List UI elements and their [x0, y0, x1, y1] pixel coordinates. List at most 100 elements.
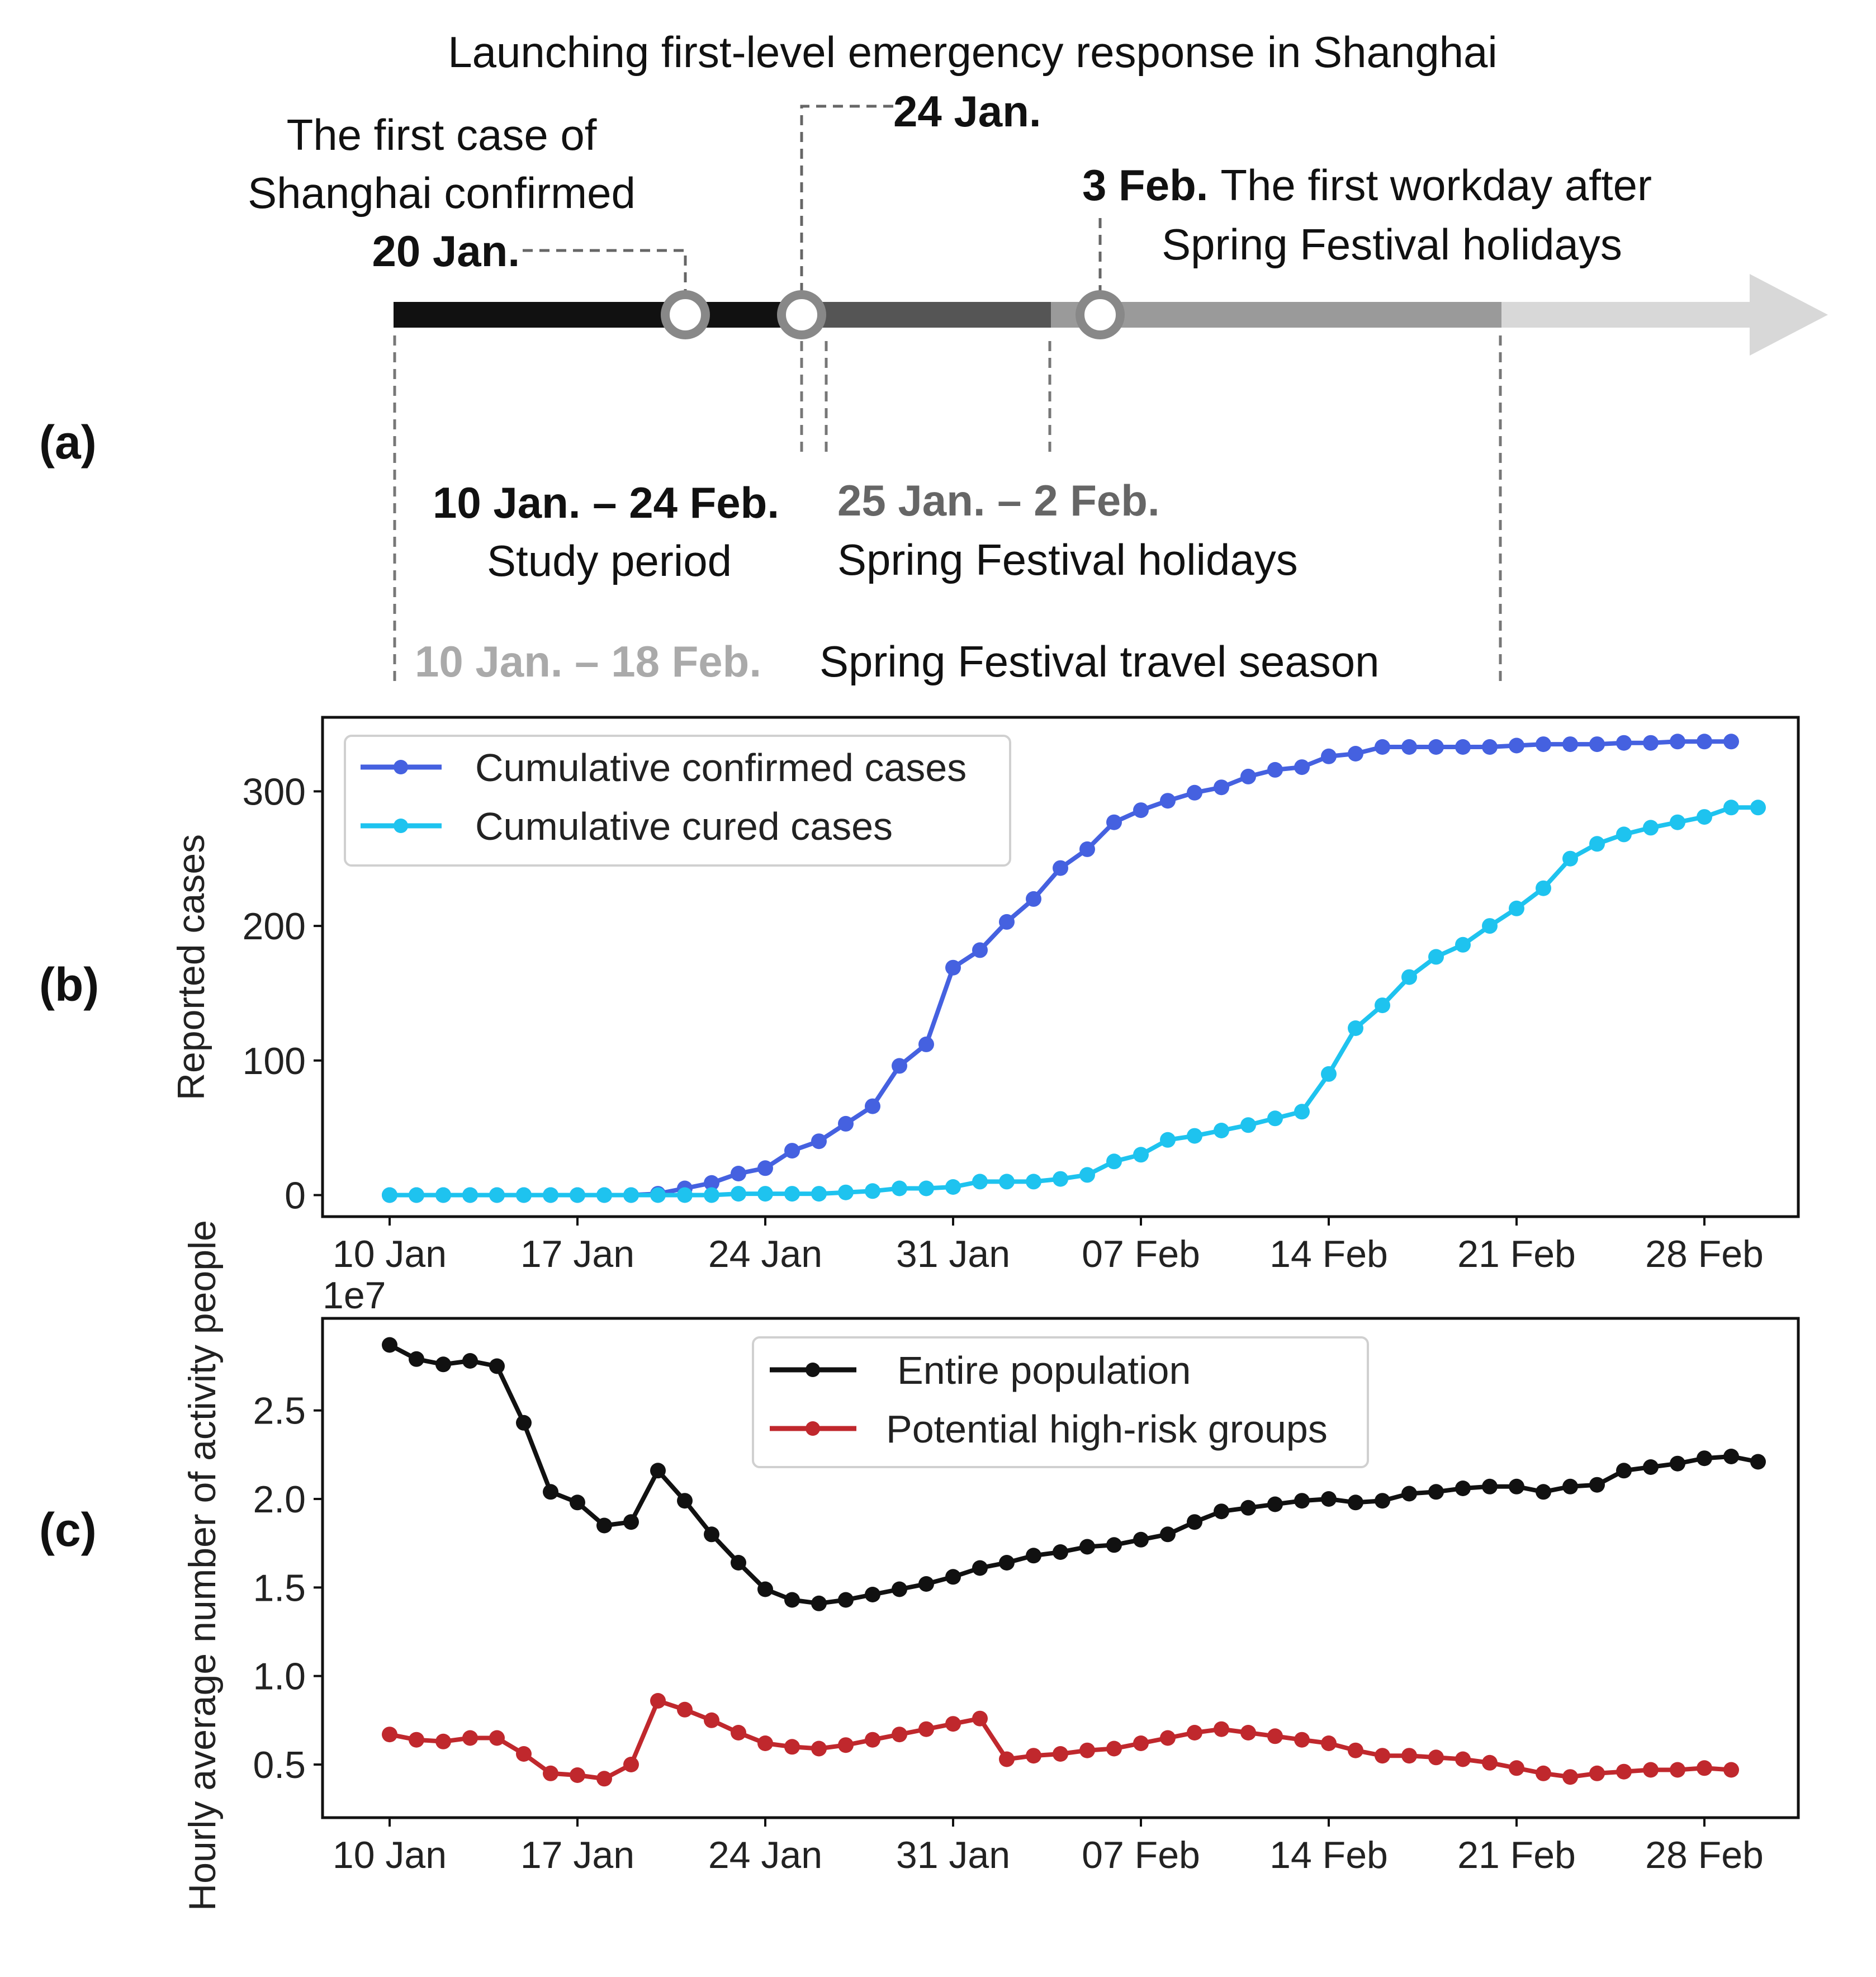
- chart-c-series-1-point: [865, 1732, 880, 1748]
- chart-c-series-1-point: [516, 1746, 532, 1762]
- chart-c-series-1-point: [972, 1710, 988, 1727]
- chart-c-series-1-point: [409, 1732, 424, 1748]
- chart-c-series-0-point: [435, 1356, 451, 1373]
- chart-c-series-1-point: [1187, 1725, 1202, 1740]
- chart-b-series-0-point: [1133, 802, 1149, 819]
- chart-c-xtick-label: 07 Feb: [1082, 1834, 1200, 1876]
- chart-c-series-0-point: [1455, 1481, 1471, 1496]
- ev3-date: 3 Feb.: [1082, 160, 1208, 210]
- chart-b-xtick-label: 10 Jan: [333, 1233, 447, 1275]
- chart-b-series-0-point: [1240, 768, 1256, 784]
- chart-c-series-0-point: [570, 1494, 585, 1511]
- chart-b-series-0-point: [892, 1058, 907, 1074]
- chart-b-series-0-point: [1428, 739, 1444, 755]
- chart-b-series-0-point: [999, 914, 1015, 930]
- chart-b-series-1-point: [382, 1187, 397, 1203]
- chart-c-series-1-point: [1160, 1730, 1176, 1746]
- chart-b-series-1-point: [677, 1187, 693, 1203]
- chart-b-series-1-point: [1670, 814, 1685, 830]
- chart-c-series-0-point: [1616, 1463, 1632, 1479]
- chart-c-series-line-0: [387, 1342, 1760, 1606]
- chart-b-legend: Cumulative confirmed cases Cumulative cu…: [344, 735, 1011, 867]
- chart-c-series-1-point: [596, 1771, 612, 1787]
- chart-c-series-0-point: [1670, 1455, 1685, 1472]
- chart-b-series-1-point: [1026, 1174, 1041, 1190]
- chart-b-series-0-point: [1589, 736, 1605, 753]
- connector-ev1: [523, 249, 687, 291]
- chart-c-series-1-point: [1616, 1763, 1632, 1780]
- chart-b-series-1-point: [435, 1187, 451, 1203]
- chart-c-series-1-point: [784, 1739, 800, 1755]
- timeline: The first case of Shanghai confirmed 20 …: [248, 27, 1828, 686]
- chart-c-series-0-point: [811, 1595, 827, 1611]
- chart-c-series-0-point: [409, 1351, 424, 1367]
- chart-b-series-1-point: [1455, 937, 1471, 953]
- timeline-segment-4: [1501, 302, 1764, 328]
- legend-label-confirmed: Cumulative confirmed cases: [475, 746, 967, 789]
- chart-b-series-1-point: [838, 1184, 854, 1200]
- chart-b-series-0-point: [1321, 748, 1337, 764]
- period-holiday-range: 25 Jan. – 2 Feb.: [837, 476, 1160, 525]
- chart-c-series-0-point: [1160, 1526, 1176, 1543]
- chart-c-series-1-point: [1428, 1749, 1444, 1766]
- chart-c-series-1-point: [1079, 1742, 1095, 1758]
- connector-ev2: [800, 105, 893, 291]
- ev2-title: Launching first-level emergency response…: [448, 27, 1497, 77]
- chart-b-series-0-point: [918, 1036, 934, 1052]
- ev1-line1: The first case of: [287, 110, 597, 159]
- chart-c-series-0-point: [757, 1581, 773, 1597]
- chart-b-series-0-point: [731, 1166, 746, 1181]
- chart-b-ytick-label: 100: [243, 1040, 306, 1082]
- chart-c-series-0-point: [650, 1463, 666, 1479]
- chart-b-series-1-point: [892, 1180, 907, 1196]
- panel-label-c: (c): [39, 1503, 97, 1556]
- chart-b-xtick-label: 07 Feb: [1082, 1233, 1200, 1275]
- chart-c-series-1-point: [1536, 1765, 1551, 1781]
- chart-b-series-0-point: [838, 1115, 854, 1132]
- chart-b-series-1-point: [1348, 1020, 1363, 1036]
- chart-b-series-1-point: [1616, 826, 1632, 843]
- chart-c-series-1-point: [1375, 1748, 1390, 1764]
- period-study-range: 10 Jan. – 24 Feb.: [433, 478, 779, 527]
- chart-b-series-0-point: [1401, 739, 1417, 755]
- chart-c-xtick-label: 10 Jan: [333, 1834, 447, 1876]
- chart-b-series-0-point: [784, 1143, 800, 1159]
- chart-c-series-1-point: [1348, 1742, 1363, 1758]
- chart-b-series-1-point: [1643, 820, 1659, 836]
- chart-b-series-1-point: [865, 1183, 880, 1199]
- chart-b-series-0-point: [1455, 739, 1471, 755]
- chart-c-xtick-label: 14 Feb: [1269, 1834, 1388, 1876]
- chart-c-series-0-point: [838, 1592, 854, 1608]
- timeline-segment-1: [394, 302, 790, 328]
- chart-b-legend-box: [344, 735, 1011, 867]
- chart-b-series-0-point: [1053, 860, 1068, 876]
- chart-b-series-0-point: [972, 942, 988, 958]
- legend-label-cured: Cumulative cured cases: [475, 805, 893, 848]
- chart-b-series-0-point: [1348, 746, 1363, 762]
- marker-24jan: [777, 290, 826, 339]
- chart-c-series-0-point: [731, 1555, 746, 1571]
- chart-b-series-0-point: [1375, 739, 1390, 755]
- chart-b: 0 100 200 300 10 Jan 17 Jan 24 Jan 31 Jan 07 Fe…: [170, 716, 1800, 1275]
- chart-c-series-1-point: [757, 1735, 773, 1751]
- chart-c-series-0-point: [999, 1555, 1015, 1571]
- timeline-arrowhead: [1750, 274, 1828, 356]
- chart-c-series-1-point: [1321, 1735, 1337, 1751]
- legend-marker-confirmed: [394, 760, 408, 774]
- chart-c-series-0-point: [1026, 1548, 1041, 1564]
- chart-c-series-1-point: [1455, 1751, 1471, 1767]
- chart-b-series-1-point: [1509, 900, 1524, 916]
- chart-c-series-0-point: [1294, 1493, 1310, 1509]
- chart-c-series-1-point: [1214, 1721, 1229, 1737]
- chart-c-series-1-point: [1240, 1725, 1256, 1740]
- chart-b-series-0-point: [1267, 762, 1283, 778]
- chart-c-xtick-label: 21 Feb: [1457, 1834, 1576, 1876]
- chart-c-xtick-label: 17 Jan: [520, 1834, 634, 1876]
- chart-b-series-1-point: [918, 1180, 934, 1196]
- chart-b-series-0-point: [1670, 734, 1685, 750]
- chart-c-ytick-label: 1.5: [253, 1567, 306, 1609]
- period-holiday-label: Spring Festival holidays: [837, 535, 1298, 584]
- chart-c-series-1-point: [1643, 1762, 1659, 1778]
- chart-b-ylabel: Reported cases: [170, 834, 212, 1100]
- ev3-line1: 3 Feb. The first workday after: [1082, 160, 1652, 210]
